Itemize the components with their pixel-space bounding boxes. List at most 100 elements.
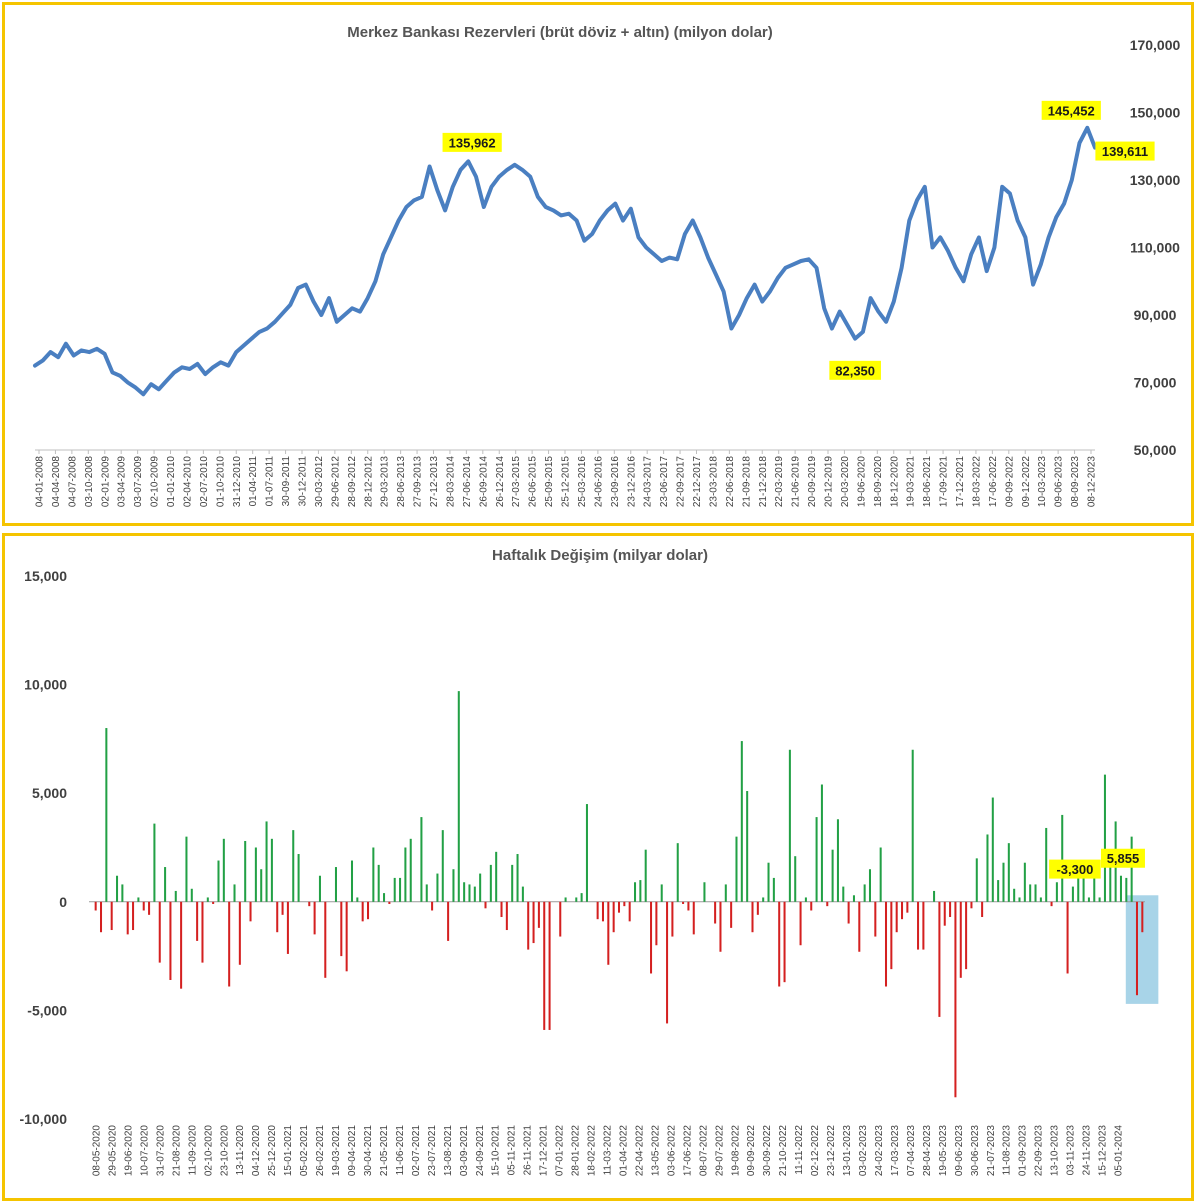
weekly-change-bar — [895, 901, 898, 933]
x-tick-label: 21-09-2018 — [741, 456, 752, 508]
y-tick-label: 10,000 — [24, 677, 67, 693]
x-tick-label: 30-06-2023 — [970, 1125, 981, 1177]
weekly-change-bar — [644, 849, 647, 902]
x-tick-label: 23-10-2020 — [219, 1125, 230, 1177]
x-tick-label: 09-09-2022 — [746, 1125, 757, 1177]
x-tick-label: 29-07-2022 — [714, 1125, 725, 1177]
weekly-change-bar — [110, 901, 113, 931]
weekly-change-bar — [762, 897, 765, 902]
x-tick-label: 09-04-2021 — [347, 1125, 358, 1177]
weekly-change-bar — [270, 838, 273, 902]
x-tick-label: 20-09-2019 — [807, 456, 818, 508]
weekly-change-bar — [991, 797, 994, 902]
x-tick-label: 27-06-2014 — [462, 456, 473, 508]
weekly-change-bar — [687, 901, 690, 911]
weekly-change-bar — [489, 864, 492, 902]
x-tick-label: 30-03-2012 — [314, 456, 325, 508]
x-tick-label: 03-09-2021 — [459, 1125, 470, 1177]
x-tick-label: 28-03-2014 — [445, 456, 456, 508]
x-tick-label: 30-09-2011 — [281, 456, 292, 507]
weekly-change-bar — [265, 821, 268, 902]
weekly-change-bar — [431, 901, 434, 911]
annotation-box — [829, 360, 881, 380]
reserves-series-line — [33, 125, 1097, 397]
x-tick-label: 13-01-2023 — [842, 1125, 853, 1177]
annotation-label: -3,300 — [1056, 862, 1093, 877]
weekly-change-bar — [367, 901, 370, 920]
weekly-change-bar — [788, 749, 791, 902]
weekly-change-bar — [1045, 827, 1048, 902]
weekly-change-bar — [372, 847, 375, 902]
x-tick-label: 19-08-2022 — [730, 1125, 741, 1177]
weekly-change-bar — [842, 886, 845, 902]
weekly-change-bar — [1082, 867, 1085, 902]
weekly-change-bar — [628, 901, 631, 922]
x-tick-label: 19-06-2020 — [856, 456, 867, 508]
x-tick-label: 29-06-2012 — [330, 456, 341, 508]
weekly-change-bar — [425, 884, 428, 902]
y-tick-label: 170,000 — [1130, 37, 1181, 53]
weekly-change-bar — [532, 901, 535, 944]
x-tick-label: 01-07-2011 — [265, 456, 276, 507]
weekly-change-bar — [890, 901, 893, 970]
x-tick-label: 02-07-2010 — [199, 456, 210, 508]
x-tick-label: 30-04-2021 — [363, 1125, 374, 1177]
weekly-change-bar — [126, 901, 129, 935]
weekly-change-bar — [228, 901, 231, 987]
weekly-change-bar — [772, 877, 775, 902]
weekly-change-bar — [1141, 901, 1144, 933]
x-tick-label: 24-06-2016 — [593, 456, 604, 508]
x-tick-label: 30-12-2011 — [298, 456, 309, 507]
x-tick-label: 24-03-2017 — [643, 456, 654, 508]
x-tick-label: 29-05-2020 — [107, 1125, 118, 1177]
x-tick-label: 09-06-2023 — [1054, 456, 1065, 508]
y-tick-label: -5,000 — [27, 1002, 67, 1018]
weekly-change-bar — [986, 834, 989, 902]
weekly-change-bar — [158, 901, 161, 963]
y-tick-label: 50,000 — [1134, 442, 1177, 458]
weekly-change-bar — [1018, 897, 1021, 902]
weekly-change-bar — [1066, 901, 1069, 974]
x-tick-label: 10-07-2020 — [139, 1125, 150, 1177]
weekly-change-bar — [596, 901, 599, 920]
weekly-change-bar — [730, 901, 733, 928]
weekly-change-bar — [361, 901, 364, 922]
reserves-line-chart: Merkez Bankası Rezervleri (brüt döviz + … — [33, 24, 1181, 508]
weekly-change-bar — [676, 843, 679, 902]
x-tick-label: 03-10-2008 — [84, 456, 95, 508]
weekly-change-bar — [1109, 858, 1112, 902]
annotation-label: 139,611 — [1102, 144, 1148, 159]
weekly-change-bar — [238, 901, 241, 965]
x-tick-label: 09-09-2022 — [1004, 456, 1015, 508]
weekly-change-bar — [1093, 860, 1096, 902]
y-tick-label: 70,000 — [1134, 375, 1177, 391]
x-tick-label: 29-03-2013 — [380, 456, 391, 508]
weekly-change-bar — [1098, 897, 1101, 902]
weekly-change-bar — [132, 901, 135, 931]
weekly-change-bar — [495, 851, 498, 902]
weekly-change-bar — [575, 897, 578, 902]
x-tick-label: 18-09-2020 — [873, 456, 884, 508]
x-tick-label: 26-02-2021 — [315, 1125, 326, 1177]
weekly-change-bar — [212, 901, 215, 904]
weekly-change-bar — [121, 884, 124, 902]
x-tick-label: 04-12-2020 — [251, 1125, 262, 1177]
weekly-change-bar — [174, 890, 177, 902]
weekly-change-bar — [1125, 877, 1128, 902]
x-tick-label: 07-04-2023 — [906, 1125, 917, 1177]
x-tick-label: 10-03-2023 — [1037, 456, 1048, 508]
annotation-box — [442, 132, 502, 152]
weekly-change-bar — [292, 830, 295, 902]
x-tick-label: 17-12-2021 — [955, 456, 966, 508]
weekly-change-bar — [116, 875, 119, 902]
weekly-change-bar — [634, 882, 637, 902]
weekly-change-bar — [388, 901, 391, 904]
weekly-change-bar — [318, 875, 321, 902]
weekly-change-bar — [794, 856, 797, 902]
weekly-change-bar — [858, 901, 861, 952]
x-tick-label: 05-02-2021 — [299, 1125, 310, 1177]
x-tick-label: 27-12-2013 — [429, 456, 440, 508]
weekly-change-bar — [804, 897, 807, 902]
weekly-change-bar — [724, 884, 727, 902]
x-tick-label: 11-11-2022 — [794, 1125, 805, 1175]
